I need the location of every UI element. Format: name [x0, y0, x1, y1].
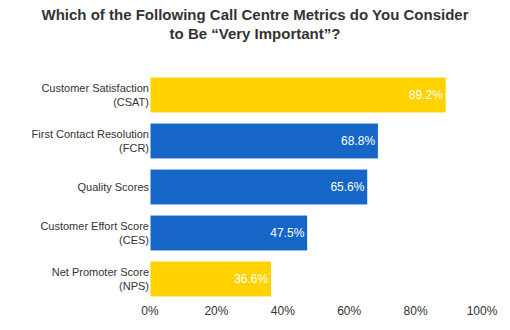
svg-text:36.6%: 36.6%	[234, 272, 268, 286]
svg-text:65.6%: 65.6%	[330, 180, 364, 194]
svg-text:80%: 80%	[404, 304, 428, 318]
svg-text:Which of the Following Call Ce: Which of the Following Call Centre Metri…	[42, 6, 469, 43]
svg-text:47.5%: 47.5%	[270, 226, 304, 240]
svg-text:Customer Satisfaction(CSAT): Customer Satisfaction(CSAT)	[41, 82, 149, 108]
svg-text:First Contact Resolution(FCR): First Contact Resolution(FCR)	[32, 128, 149, 154]
svg-text:Customer Effort Score(CES): Customer Effort Score(CES)	[40, 220, 149, 246]
svg-text:60%: 60%	[337, 304, 361, 318]
svg-text:20%: 20%	[204, 304, 228, 318]
svg-text:40%: 40%	[271, 304, 295, 318]
svg-text:100%: 100%	[467, 304, 498, 318]
svg-text:Quality Scores: Quality Scores	[77, 181, 149, 193]
svg-text:0%: 0%	[141, 304, 159, 318]
svg-text:89.2%: 89.2%	[409, 88, 443, 102]
svg-text:68.8%: 68.8%	[341, 134, 375, 148]
svg-text:Net Promoter Score(NPS): Net Promoter Score(NPS)	[52, 266, 149, 292]
